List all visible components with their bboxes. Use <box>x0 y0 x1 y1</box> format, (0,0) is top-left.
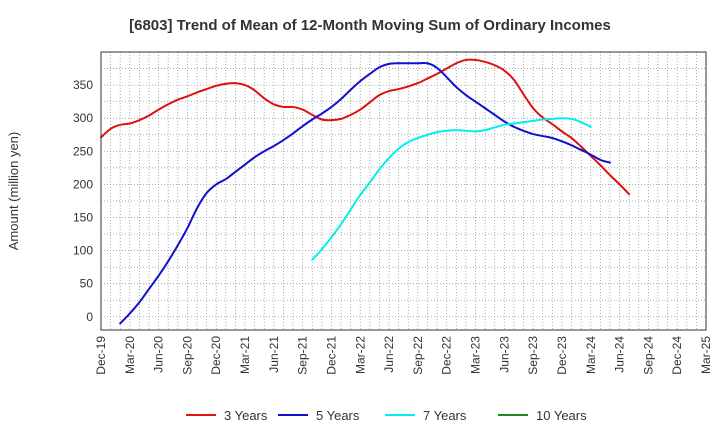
y-axis-ticks: 0 50 100 150 200 250 300 350 <box>73 78 93 324</box>
x-tick-label: Jun-21 <box>267 336 281 373</box>
chart-title: [6803] Trend of Mean of 12-Month Moving … <box>129 17 611 34</box>
y-tick-label: 300 <box>73 111 93 125</box>
series-lines <box>100 58 631 325</box>
x-tick-label: Dec-24 <box>670 336 684 375</box>
x-tick-label: Sep-20 <box>180 336 194 375</box>
x-tick-label: Jun-22 <box>382 336 396 373</box>
legend: 3 Years 5 Years 7 Years 10 Years <box>186 408 587 423</box>
x-tick-label: Jun-20 <box>152 336 166 373</box>
x-tick-label: Mar-23 <box>469 336 483 374</box>
x-tick-label: Mar-25 <box>699 336 713 374</box>
x-tick-label: Mar-21 <box>238 336 252 374</box>
legend-label-3-years: 3 Years <box>224 408 268 423</box>
grid-lines <box>101 52 706 330</box>
legend-label-10-years: 10 Years <box>536 408 587 423</box>
x-tick-label: Dec-19 <box>94 336 108 375</box>
x-tick-label: Dec-22 <box>440 336 454 375</box>
y-axis-label: Amount (million yen) <box>6 132 21 251</box>
x-tick-label: Sep-21 <box>296 336 310 375</box>
y-tick-label: 350 <box>73 78 93 92</box>
x-tick-label: Dec-20 <box>209 336 223 375</box>
x-tick-label: Dec-21 <box>324 336 338 375</box>
x-axis-ticks: Dec-19 Mar-20 Jun-20 Sep-20 Dec-20 Mar-21 Jun-… <box>94 336 713 375</box>
y-tick-label: 200 <box>73 177 93 191</box>
x-tick-label: Sep-24 <box>641 336 655 375</box>
plot-area <box>100 51 707 331</box>
x-tick-label: Sep-22 <box>411 336 425 375</box>
series-line-7-years <box>311 117 592 261</box>
x-tick-label: Mar-24 <box>584 336 598 374</box>
y-tick-label: 100 <box>73 244 93 258</box>
y-tick-label: 50 <box>80 277 94 291</box>
legend-label-5-years: 5 Years <box>316 408 360 423</box>
x-tick-label: Sep-23 <box>526 336 540 375</box>
y-tick-label: 150 <box>73 210 93 224</box>
y-tick-label: 250 <box>73 144 93 158</box>
x-tick-label: Jun-23 <box>497 336 511 373</box>
x-tick-label: Dec-23 <box>555 336 569 375</box>
y-tick-label: 0 <box>86 310 93 324</box>
x-tick-label: Mar-22 <box>353 336 367 374</box>
x-tick-label: Jun-24 <box>613 336 627 373</box>
series-line-5-years <box>119 61 611 325</box>
series-line-3-years <box>100 58 631 196</box>
x-tick-label: Mar-20 <box>123 336 137 374</box>
legend-label-7-years: 7 Years <box>423 408 467 423</box>
